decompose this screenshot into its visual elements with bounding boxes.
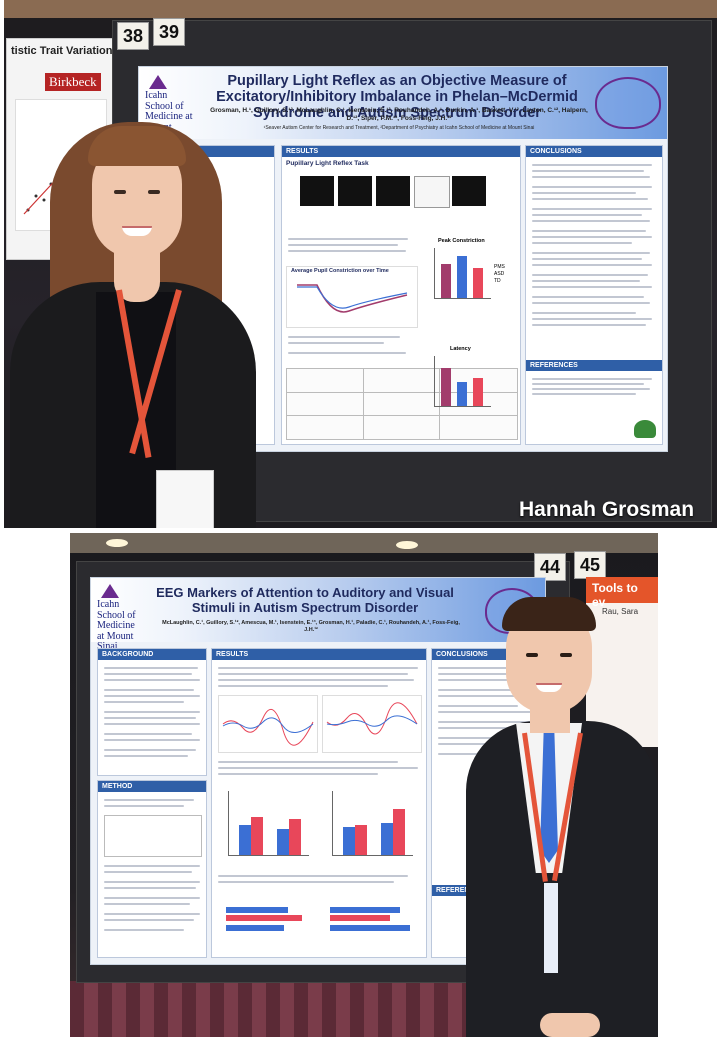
task-subtitle: Pupillary Light Reflex Task <box>286 160 369 167</box>
stimulus-frame <box>414 176 450 208</box>
method-column: METHOD <box>97 780 207 958</box>
photo-bottom: 44 45 Icahn School of Medicine at Mount … <box>70 533 658 1037</box>
ceiling-light <box>396 541 418 549</box>
funding-logo <box>634 420 656 438</box>
results-column: RESULTS Pupillary Light Reflex Task Aver… <box>281 145 521 445</box>
section-header-background: BACKGROUND <box>98 649 206 660</box>
chart-title: Peak Constriction <box>438 238 485 244</box>
bar-chart-right <box>322 785 420 865</box>
results-column: RESULTS <box>211 648 427 958</box>
hair <box>502 597 596 631</box>
erp-waveform-chart <box>322 695 422 753</box>
smile <box>536 683 562 692</box>
birkbeck-logo: Birkbeck <box>45 73 101 91</box>
poster-authors: Grosman, H.¹, Guillory, S.¹², McLaughlin… <box>210 107 588 123</box>
eye <box>114 190 126 194</box>
name-badge <box>156 470 214 528</box>
poster-header <box>139 67 667 139</box>
stimulus-frame <box>376 176 410 206</box>
bar-td <box>473 378 483 406</box>
chart-title: Average Pupil Constriction over Time <box>291 268 389 274</box>
method-table <box>104 815 202 857</box>
bar-pms <box>441 264 451 298</box>
ceiling <box>70 533 658 553</box>
erp-waveform-chart <box>218 695 318 753</box>
bar-chart-left <box>218 785 316 865</box>
stimulus-frame <box>300 176 334 206</box>
bar-blue <box>277 829 289 855</box>
poster-title: EEG Markers of Attention to Auditory and… <box>156 585 454 615</box>
bar-red <box>251 817 263 855</box>
photo-top: tistic Trait Variation Birkbeck 38 39 Ic… <box>4 0 717 528</box>
necktie <box>540 733 558 863</box>
stimulus-frame <box>452 176 486 206</box>
erp-waveform <box>326 702 418 735</box>
bar-blue <box>343 827 355 855</box>
chart-legend: PMS ASD TD <box>494 264 505 284</box>
eye <box>526 653 538 657</box>
side-poster-right: Tools to ev Rau, Sara <box>586 577 658 747</box>
side-poster-title: Tools to ev <box>586 577 658 609</box>
bar-blue <box>381 823 393 855</box>
bar-td <box>473 268 483 298</box>
bar-pms <box>441 368 451 406</box>
latency-chart-left <box>218 895 316 945</box>
section-header-conclusions: CONCLUSIONS <box>526 146 662 157</box>
bar-blue <box>239 825 251 855</box>
side-poster-title: tistic Trait Variation <box>11 45 113 57</box>
latency-chart: Latency <box>424 346 514 420</box>
bar-red <box>289 819 301 855</box>
hair-top <box>88 126 186 166</box>
pupil-time-chart: Average Pupil Constriction over Time <box>286 266 418 328</box>
poster-header <box>91 578 545 642</box>
chart-title: Latency <box>450 346 471 352</box>
bar-red <box>355 825 367 855</box>
bar-asd <box>457 256 467 298</box>
section-header-references: REFERENCES <box>526 360 662 371</box>
institution-logo-text: Icahn School of Medicine at Mount Sinai <box>97 599 136 652</box>
eye <box>560 653 572 657</box>
ceiling-light <box>106 539 128 547</box>
side-poster-author: Rau, Sara <box>602 607 639 616</box>
bar-red <box>393 809 405 855</box>
background-column: BACKGROUND <box>97 648 207 776</box>
mount-sinai-logo-icon <box>149 75 167 89</box>
hands <box>540 1013 600 1037</box>
stimulus-frame <box>338 176 372 206</box>
section-header-results: RESULTS <box>212 649 426 660</box>
section-header-conclusions: CONCLUSIONS <box>432 649 540 660</box>
ceiling <box>4 0 717 18</box>
poster-number-tag: 45 <box>574 551 606 579</box>
mount-sinai-logo-icon <box>101 584 119 598</box>
erp-waveform <box>222 708 314 746</box>
eye <box>148 190 160 194</box>
smile <box>122 226 152 236</box>
peak-constriction-chart: Peak Constriction PMS ASD TD <box>424 238 514 306</box>
constriction-curve <box>297 284 408 313</box>
poster-title: Pupillary Light Reflex as an Objective M… <box>216 73 578 122</box>
bar-asd <box>457 382 467 406</box>
section-header-results: RESULTS <box>282 146 520 157</box>
poster-authors: McLaughlin, C.¹, Guillory, S.¹², Amescua… <box>162 620 460 633</box>
name-badge <box>544 883 558 973</box>
conclusions-column: CONCLUSIONS REFERENCES <box>525 145 663 445</box>
section-header-method: METHOD <box>98 781 206 792</box>
photo-credit-caption: Hannah Grosman <box>519 498 695 521</box>
latency-chart-right <box>322 895 420 945</box>
poster-number-tag: 39 <box>153 18 185 46</box>
poster-number-tag: 38 <box>117 22 149 50</box>
poster-number-tag: 44 <box>534 553 566 581</box>
brain-icon <box>595 77 661 129</box>
poster-affiliation: ¹Seaver Autism Center for Research and T… <box>263 125 535 131</box>
